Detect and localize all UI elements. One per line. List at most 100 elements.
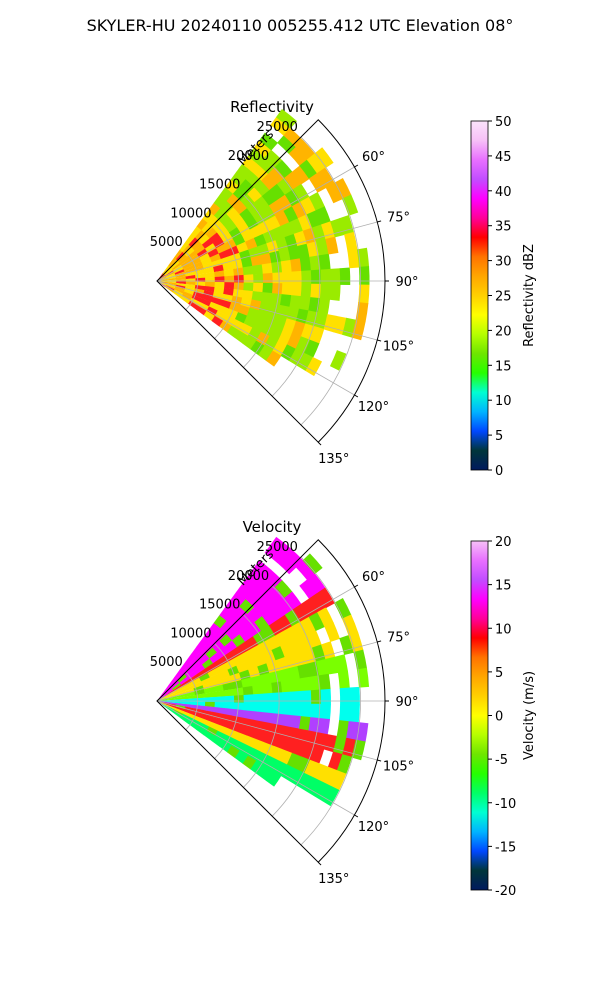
colorbar-tick-label: 5	[495, 429, 503, 444]
radar-bin	[206, 726, 219, 737]
radar-bin	[353, 649, 368, 671]
radar-bin	[201, 257, 213, 266]
radar-bin	[254, 195, 270, 212]
radar-bin	[276, 614, 293, 632]
radar-bin	[253, 560, 272, 578]
radar-bin	[216, 646, 230, 659]
radar-bin	[334, 654, 348, 673]
radar-bin	[222, 682, 234, 691]
radar-bin	[329, 350, 347, 371]
data-field	[157, 109, 370, 377]
radar-bin	[212, 220, 225, 233]
radar-bin	[183, 708, 195, 716]
radar-bin	[211, 678, 224, 688]
radar-bin	[295, 728, 309, 745]
radar-bin	[219, 607, 234, 622]
radar-bin	[278, 668, 291, 682]
radar-bin	[236, 583, 253, 600]
radar-bin	[291, 283, 303, 297]
radar-bin	[166, 277, 177, 281]
radar-bin	[162, 685, 171, 694]
radar-bin	[201, 222, 214, 235]
radar-bin	[186, 670, 198, 680]
radar-bin	[242, 290, 254, 300]
radar-bin	[180, 715, 191, 725]
radar-bin	[212, 640, 225, 653]
radar-bin	[341, 194, 359, 216]
radar-bin	[270, 293, 283, 306]
radar-bin	[168, 677, 177, 687]
radar-bin	[239, 249, 252, 261]
radar-bin	[293, 230, 308, 247]
radar-bin	[201, 294, 214, 303]
azimuth-tick-label: 120°	[358, 820, 389, 835]
radar-bin	[170, 680, 180, 689]
radar-bin	[166, 696, 177, 700]
radar-bin	[211, 258, 224, 268]
radar-bin	[185, 704, 196, 709]
radar-bin	[166, 282, 177, 285]
radar-bin	[284, 653, 298, 669]
radar-bin	[219, 320, 232, 333]
radar-bin	[185, 281, 197, 286]
radar-bin	[223, 268, 235, 277]
radar-bin	[277, 304, 290, 319]
radar-bin	[261, 189, 278, 206]
colorbar-tick-label: 15	[495, 359, 512, 374]
radar-bin	[195, 725, 207, 736]
radar-bin	[355, 302, 369, 323]
radar-bin	[264, 755, 279, 772]
radar-bin	[302, 647, 317, 665]
azimuth-tick	[317, 441, 322, 446]
radar-bin	[291, 270, 303, 285]
radar-bin	[262, 692, 274, 704]
radar-bin	[165, 703, 177, 709]
radar-bin	[264, 732, 278, 747]
radar-bin	[191, 660, 203, 671]
radar-bin	[255, 310, 269, 324]
radar-bin	[166, 701, 177, 704]
radar-bin	[252, 282, 264, 293]
radar-bin	[315, 206, 331, 226]
radar-bin	[346, 721, 359, 741]
radar-bin	[358, 284, 370, 304]
radar-bin	[339, 687, 351, 706]
radar-bin	[253, 653, 267, 667]
radar-bin	[275, 210, 290, 227]
radar-bin	[231, 259, 244, 270]
radar-bin	[274, 160, 293, 179]
radar-bin	[264, 569, 283, 588]
radar-bin	[202, 210, 215, 223]
radar-bin	[212, 237, 226, 249]
radar-bin	[306, 573, 326, 594]
radar-bin	[174, 689, 185, 695]
azimuth-tick-label: 90°	[395, 695, 418, 710]
radar-bin	[275, 630, 290, 647]
radar-bin	[204, 701, 216, 708]
radar-bin	[173, 249, 183, 260]
radar-bin	[245, 657, 258, 670]
radar-bin	[280, 679, 293, 693]
radar-bin	[273, 735, 288, 750]
radar-bin	[188, 236, 200, 248]
radar-bin	[260, 205, 276, 221]
radar-bin	[214, 730, 227, 742]
radar-bin	[175, 703, 187, 707]
radar-bin	[224, 695, 235, 703]
radar-bin	[198, 722, 210, 732]
radar-bin	[210, 296, 223, 306]
radar-bin	[348, 631, 364, 653]
radar-bin	[266, 660, 280, 674]
range-tick-label: 20000	[228, 569, 269, 584]
azimuth-gridline	[156, 700, 378, 761]
azimuth-gridline	[156, 700, 355, 816]
radar-bin	[269, 250, 282, 264]
radar-bin	[236, 241, 249, 254]
range-tick-label: 5000	[150, 655, 183, 670]
range-tick-label: 5000	[150, 235, 183, 250]
radar-bin	[171, 262, 182, 271]
radar-bin	[275, 109, 297, 129]
radar-bin	[208, 721, 221, 732]
radar-bin	[207, 248, 220, 258]
radar-bin	[169, 258, 179, 268]
